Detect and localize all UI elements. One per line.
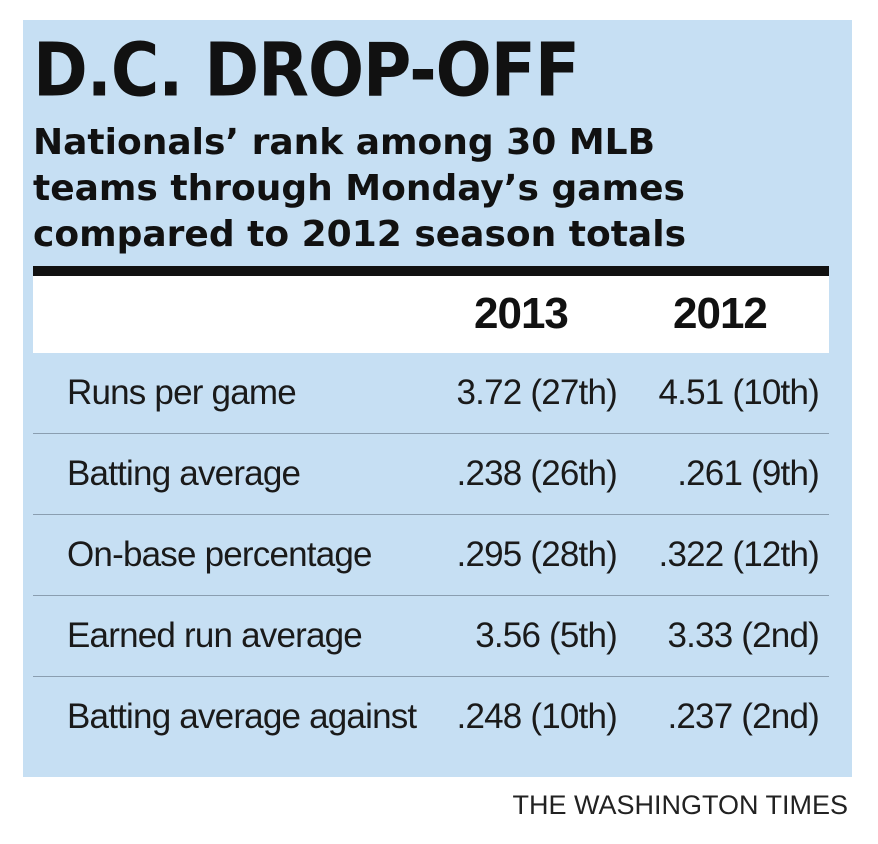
row-label: Batting average against [67,697,417,736]
table-row: Runs per game 3.72 (27th) 4.51 (10th) [33,353,829,434]
column-header-2012: 2012 [673,289,768,338]
value-2012: .261 (9th) [677,454,820,493]
value-2013: .295 (28th) [456,535,618,574]
table-row: Earned run average 3.56 (5th) 3.33 (2nd) [33,596,829,677]
value-2013: .248 (10th) [456,697,618,736]
table-body: Runs per game 3.72 (27th) 4.51 (10th) Batti… [33,353,829,757]
chart-subtitle: Nationals’ rank among 30 MLB teams throu… [33,120,813,258]
table-row: On-base percentage .295 (28th) .322 (12th) [33,515,829,596]
table-row: Batting average against .248 (10th) .237 (… [33,677,829,757]
subtitle-line: teams through Monday’s games [33,168,685,209]
graphic-panel [23,20,852,777]
row-label: Runs per game [67,373,297,412]
subtitle-line: Nationals’ rank among 30 MLB [33,122,656,163]
table-header-row: 2013 2012 [33,276,829,353]
subtitle-line: compared to 2012 season totals [33,214,686,255]
row-label: On-base percentage [67,535,373,574]
source-credit: THE WASHINGTON TIMES [512,790,848,820]
value-2012: .322 (12th) [658,535,820,574]
row-label: Batting average [67,454,301,493]
header-rule [33,266,829,276]
value-2012: 3.33 (2nd) [667,616,819,655]
column-header-2013: 2013 [474,289,569,338]
value-2013: 3.72 (27th) [456,373,618,412]
value-2012: 4.51 (10th) [658,373,820,412]
table-row: Batting average .238 (26th) .261 (9th) [33,434,829,515]
value-2013: .238 (26th) [456,454,618,493]
row-label: Earned run average [67,616,363,655]
value-2012: .237 (2nd) [667,697,819,736]
value-2013: 3.56 (5th) [475,616,618,655]
chart-title: D.C. DROP-OFF [33,27,580,114]
